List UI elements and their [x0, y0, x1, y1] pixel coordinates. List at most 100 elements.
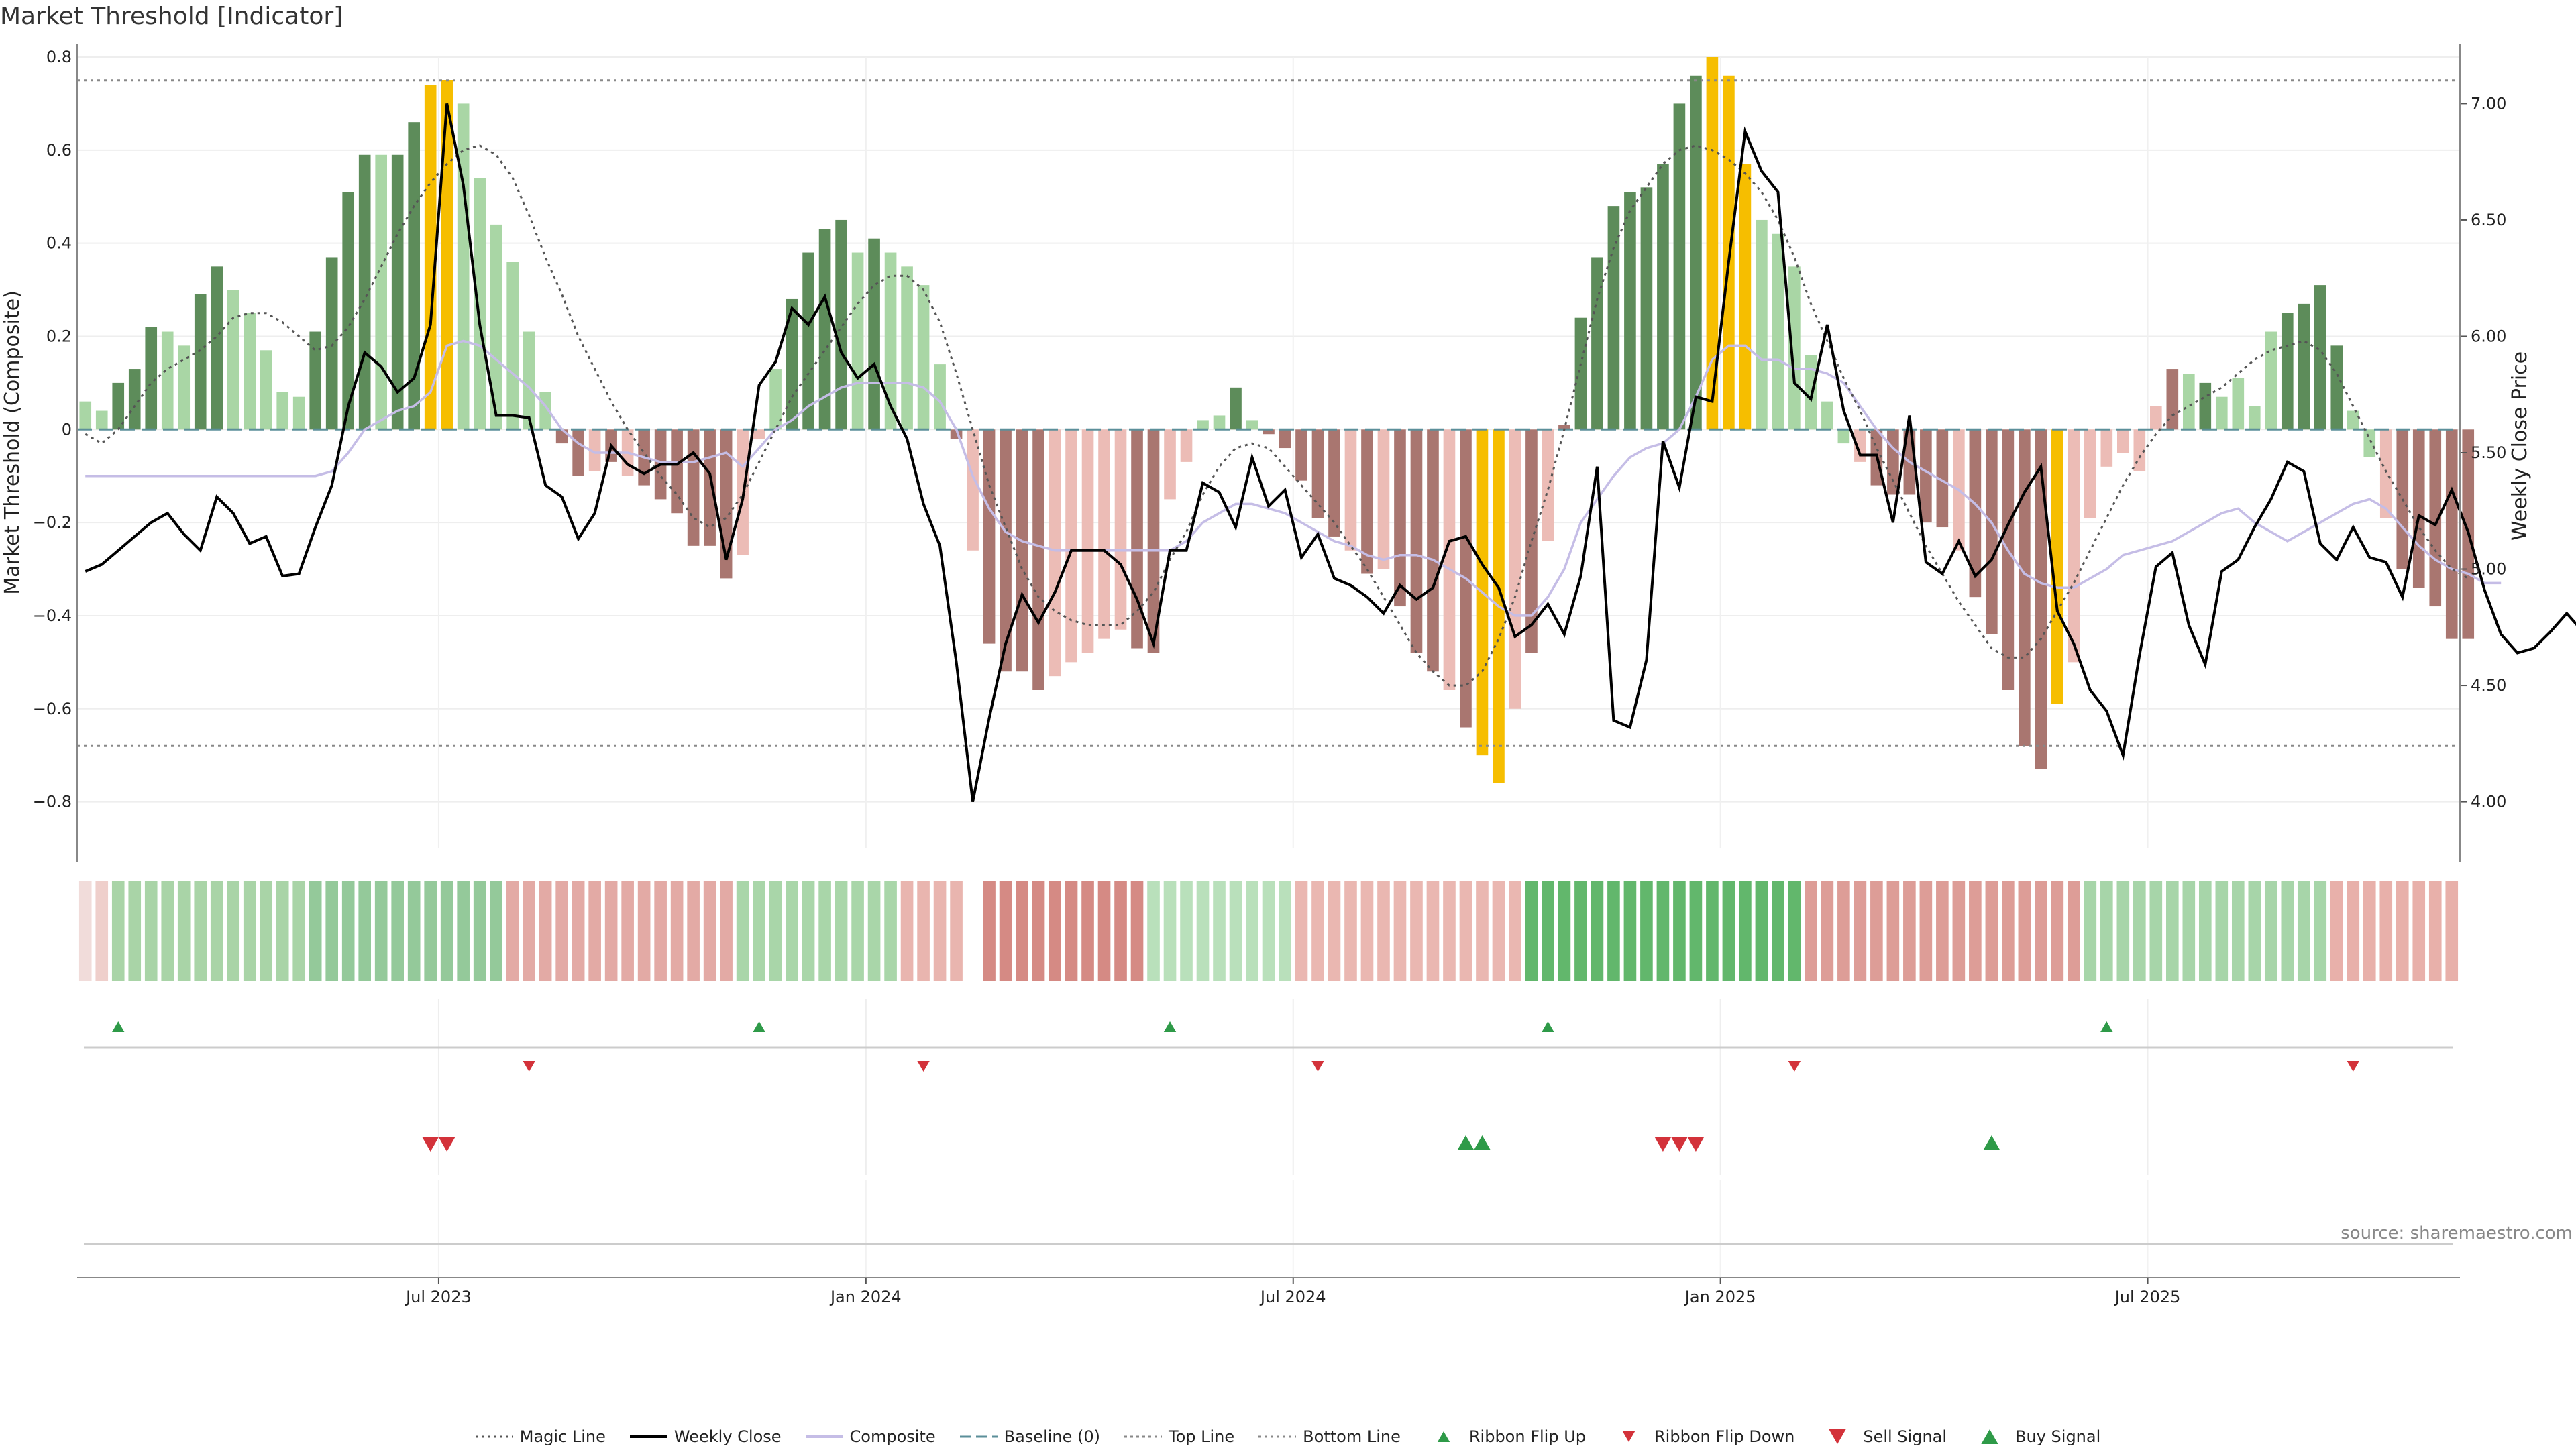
composite-bar	[1427, 429, 1439, 672]
ribbon-cell	[1656, 881, 1670, 981]
ribbon-cell	[1097, 881, 1111, 981]
ribbon-cell	[506, 881, 519, 981]
composite-bar	[2379, 429, 2392, 518]
ribbon-cell	[2035, 881, 2047, 981]
ribbon-cell	[1788, 881, 1801, 981]
ribbon-cell	[1081, 881, 1094, 981]
ribbon-cell	[1525, 881, 1538, 981]
composite-bar	[292, 396, 305, 430]
ribbon-cell	[1886, 881, 1900, 981]
source-label: source: sharemaestro.com	[2341, 1223, 2573, 1243]
chart-title: Market Threshold [Indicator]	[0, 3, 343, 30]
y-tick-label: −0.2	[33, 513, 72, 532]
composite-bar	[2182, 374, 2195, 430]
composite-bar	[145, 327, 158, 430]
ribbon-cell	[1854, 881, 1867, 981]
legend-swatch	[629, 1435, 667, 1438]
ribbon-cell	[2314, 881, 2327, 981]
ribbon-cell	[670, 881, 684, 981]
composite-bar	[1279, 429, 1291, 449]
composite-bar	[588, 429, 601, 471]
ribbon-cell	[2248, 881, 2261, 981]
composite-bar	[802, 252, 814, 430]
ribbon-cell	[341, 881, 355, 981]
ribbon-cell	[2116, 881, 2130, 981]
y2-tick-label: 7.00	[2471, 94, 2506, 113]
ribbon-cell	[1919, 881, 1933, 981]
ribbon-cell	[1591, 881, 1604, 981]
ribbon-cell	[1772, 881, 1784, 981]
composite-bar	[818, 229, 831, 430]
composite-bar	[1986, 429, 1998, 634]
legend-swatch	[1981, 1429, 1998, 1444]
ribbon-cell	[687, 881, 700, 981]
ribbon-flip-up-marker	[2100, 1021, 2113, 1032]
sell-signal-marker	[438, 1137, 455, 1152]
ribbon-cell	[1607, 881, 1620, 981]
ribbon-cell	[2133, 881, 2146, 981]
ribbon-cell	[407, 881, 421, 981]
composite-bar	[572, 429, 584, 476]
legend-swatch	[805, 1435, 843, 1438]
ribbon-cell	[1640, 881, 1653, 981]
x-tick-label: Jul 2023	[405, 1288, 472, 1306]
composite-bar	[1772, 233, 1784, 430]
y-tick-label: 0.4	[46, 234, 72, 253]
composite-bar	[1706, 57, 1719, 430]
ribbon-cell	[1377, 881, 1390, 981]
composite-bar	[1213, 415, 1226, 430]
composite-bar	[79, 401, 92, 430]
ribbon-cell	[933, 881, 947, 981]
ribbon-cell	[1311, 881, 1324, 981]
ribbon-cell	[1673, 881, 1686, 981]
x-tick-label: Jul 2024	[1259, 1288, 1326, 1306]
ribbon-cell	[473, 881, 486, 981]
ribbon-cell	[753, 881, 765, 981]
ribbon-cell	[1985, 881, 1998, 981]
ribbon-cell	[1032, 881, 1045, 981]
ribbon-cell	[2379, 881, 2393, 981]
y-tick-label: 0.2	[46, 327, 72, 345]
ribbon-cell	[1262, 881, 1275, 981]
ribbon-cell	[111, 881, 125, 981]
ribbon-cell	[1574, 881, 1587, 981]
composite-bar	[211, 266, 223, 430]
composite-bar	[2248, 406, 2261, 430]
composite-bar	[687, 429, 700, 546]
composite-bar	[2051, 429, 2063, 704]
composite-bar	[1821, 401, 1833, 430]
y2-tick-label: 6.00	[2471, 327, 2506, 345]
ribbon-flip-up-marker	[1542, 1021, 1554, 1032]
composite-bar	[1756, 219, 1768, 430]
composite-bar	[934, 364, 946, 430]
composite-bar	[1246, 420, 1258, 430]
ribbon-cell	[1360, 881, 1374, 981]
ribbon-cell	[1739, 881, 1752, 981]
y2-tick-label: 5.00	[2471, 560, 2506, 579]
y-tick-label: −0.6	[33, 700, 72, 718]
composite-bar	[358, 154, 371, 430]
composite-bar	[2347, 410, 2359, 430]
ribbon-cell	[1722, 881, 1735, 981]
composite-bar	[457, 103, 470, 430]
ribbon-cell	[1903, 881, 1916, 981]
ribbon-cell	[177, 881, 191, 981]
composite-bar	[1377, 429, 1390, 569]
ribbon-cell	[2428, 881, 2442, 981]
buy-signal-marker	[1473, 1135, 1491, 1150]
composite-bar	[917, 285, 930, 430]
composite-bar	[325, 257, 338, 430]
x-tick-label: Jul 2025	[2114, 1288, 2181, 1306]
composite-bar	[375, 154, 388, 430]
composite-bar	[2314, 285, 2326, 430]
composite-bar	[2084, 429, 2096, 518]
composite-bar	[1509, 429, 1521, 709]
ribbon-cell	[1805, 881, 1817, 981]
composite-bar	[1049, 429, 1061, 677]
legend-item: Buy Signal	[1971, 1427, 2100, 1446]
ribbon-cell	[637, 881, 651, 981]
weekly-close-line	[85, 103, 2576, 802]
ribbon-cell	[1459, 881, 1472, 981]
ribbon-cell	[424, 881, 437, 981]
legend-label: Ribbon Flip Up	[1468, 1427, 1586, 1446]
